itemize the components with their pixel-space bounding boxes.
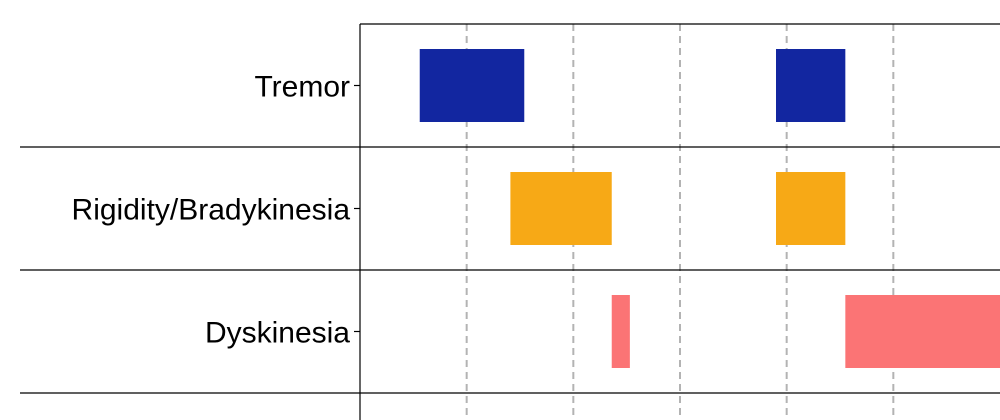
bar-layer <box>419 49 1000 368</box>
label-layer: Tremor Rigidity/Bradykinesia Dyskinesia <box>72 71 360 350</box>
bar-dyskinesia-2 <box>845 295 1000 368</box>
bar-tremor-2 <box>776 49 846 122</box>
frame-layer <box>20 23 1000 420</box>
bar-tremor-1 <box>419 49 525 122</box>
row-label-dyskinesia: Dyskinesia <box>205 317 350 350</box>
bar-dyskinesia-1 <box>611 295 630 368</box>
bar-rigidity-bradykinesia-2 <box>776 172 846 245</box>
bar-rigidity-bradykinesia-1 <box>510 172 612 245</box>
row-label-rigidity-bradykinesia: Rigidity/Bradykinesia <box>72 194 351 227</box>
row-label-tremor: Tremor <box>254 71 350 104</box>
